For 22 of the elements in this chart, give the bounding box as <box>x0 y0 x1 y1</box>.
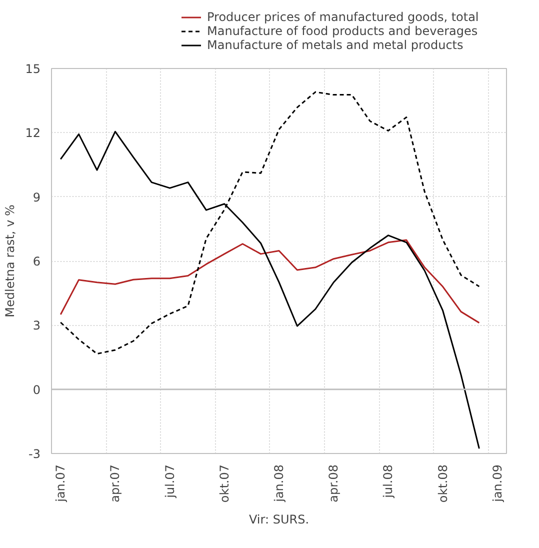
y-tick-label: 6 <box>32 254 41 268</box>
legend-label: Manufacture of food products and beverages <box>207 24 478 38</box>
x-tick-label: jul.08 <box>381 464 396 499</box>
legend-label: Manufacture of metals and metal products <box>207 38 464 52</box>
line-series <box>60 239 480 324</box>
x-tick-label: jan.09 <box>490 464 504 503</box>
y-axis-title: Medletna rast, v % <box>3 204 18 318</box>
x-tick-label: okt.07 <box>217 464 232 503</box>
y-tick-label: -3 <box>28 447 41 461</box>
x-tick-label: okt.08 <box>436 464 450 503</box>
text: Vir: SURS. <box>248 512 310 526</box>
y-tick-label: 0 <box>32 382 41 397</box>
x-tick-label: jan.07 <box>54 464 68 503</box>
x-tick-label: jul.07 <box>162 464 177 499</box>
x-tick-label: apr.08 <box>326 464 341 502</box>
x-tick-label: apr.07 <box>108 464 122 502</box>
legend-label: Producer prices of manufactured goods, total <box>207 10 479 24</box>
y-tick-label: 12 <box>25 126 41 140</box>
y-tick-label: 15 <box>25 62 41 76</box>
y-tick-label: 3 <box>32 318 41 333</box>
x-tick-label: jan.08 <box>272 464 286 503</box>
y-tick-label: 9 <box>32 190 41 204</box>
